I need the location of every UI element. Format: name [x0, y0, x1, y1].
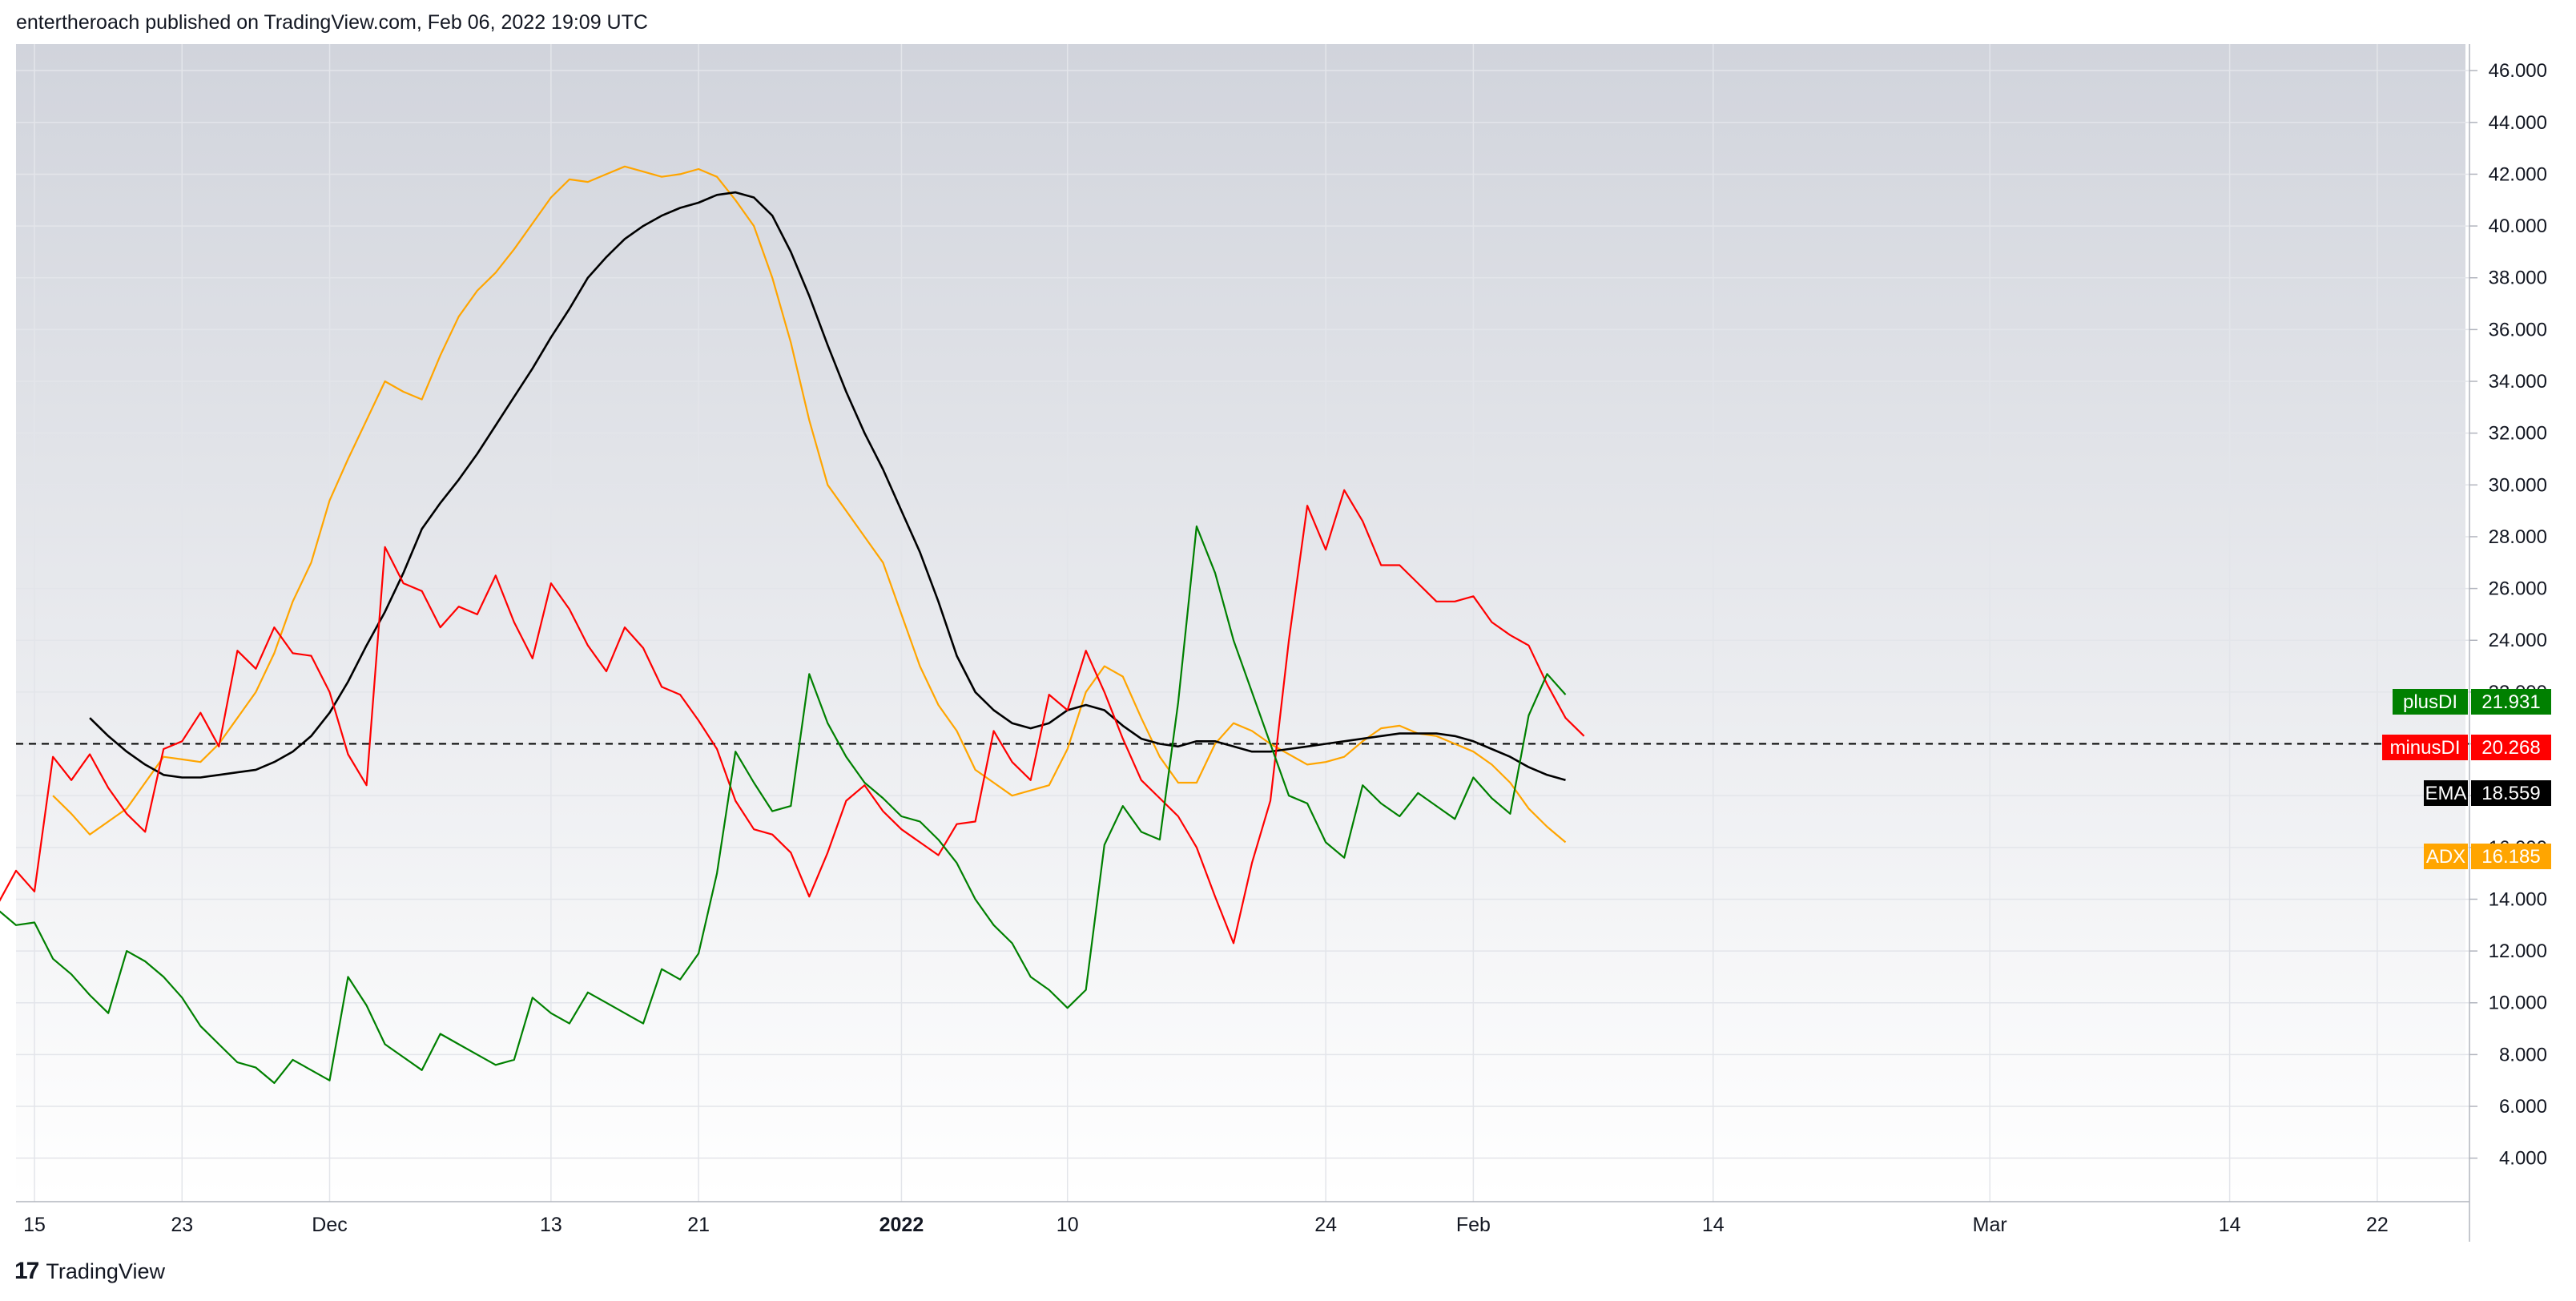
attribution-text: entertheroach published on TradingView.c… [16, 11, 648, 34]
time-tick-label: 13 [540, 1214, 562, 1236]
time-tick-label: 14 [2219, 1214, 2241, 1236]
price-tick-label: 6.000 [2499, 1096, 2547, 1118]
series-line-plusDI [0, 525, 1567, 1085]
time-tick-label: Dec [312, 1214, 347, 1236]
price-tick-label: 12.000 [2489, 941, 2547, 962]
series-badges: plusDI 21.931 minusDI 20.268 EMA 18.559 ADX 16.… [2382, 689, 2551, 869]
tradingview-footer[interactable]: 17 TradingView [14, 1258, 165, 1285]
time-tick-label: Feb [1456, 1214, 1491, 1236]
time-tick-label: 21 [687, 1214, 710, 1236]
price-tick-label: 14.000 [2489, 888, 2547, 910]
price-tick-label: 30.000 [2489, 474, 2547, 496]
badge-value-EMA [2471, 780, 2551, 806]
time-tick-label: 2022 [879, 1214, 924, 1236]
badge-name-minusDI [2382, 735, 2468, 760]
price-tick-label: 26.000 [2489, 578, 2547, 600]
badge-name-text: minusDI [2389, 737, 2460, 759]
price-tick-label: 4.000 [2499, 1148, 2547, 1170]
time-tick-label: 22 [2366, 1214, 2389, 1236]
tradingview-logo-icon: 17 [14, 1258, 39, 1284]
price-tick-label: 44.000 [2489, 112, 2547, 134]
badge-value-text: 20.268 [2481, 737, 2540, 759]
time-tick-label: 15 [23, 1214, 46, 1236]
time-tick-label: 14 [1702, 1214, 1725, 1236]
time-tick-label: 10 [1057, 1214, 1079, 1236]
series-line-minusDI [0, 489, 1585, 945]
badge-name-text: EMA [2425, 783, 2466, 804]
series-line-ADX [52, 165, 1567, 844]
badge-name-ADX [2424, 844, 2468, 869]
badge-name-text: ADX [2426, 846, 2465, 868]
plot-background [16, 44, 2465, 1198]
badge-value-text: 16.185 [2481, 846, 2540, 868]
series-line-EMA [89, 191, 1566, 782]
badge-value-text: 18.559 [2481, 783, 2540, 804]
price-tick-label: 28.000 [2489, 526, 2547, 548]
badge-name-text: plusDI [2403, 691, 2457, 713]
badge-name-plusDI [2393, 689, 2468, 715]
time-tick-label: 23 [171, 1214, 193, 1236]
price-axis[interactable]: 4.0006.0008.00010.00012.00014.00016.0001… [2469, 60, 2547, 1170]
time-tick-label: 24 [1314, 1214, 1337, 1236]
price-tick-label: 8.000 [2499, 1044, 2547, 1065]
time-axis[interactable]: 15 23 Dec 13 21 2022 10 24 Feb 14 Mar 14 22 [23, 1214, 2389, 1236]
series-layer [0, 165, 1585, 1085]
time-tick-label: Mar [1973, 1214, 2007, 1236]
price-tick-label: 40.000 [2489, 215, 2547, 237]
price-tick-label: 10.000 [2489, 993, 2547, 1014]
price-tick-label: 38.000 [2489, 268, 2547, 289]
grid [16, 44, 2469, 1202]
price-tick-label: 24.000 [2489, 630, 2547, 651]
badge-value-ADX [2471, 844, 2551, 869]
price-axis-background [2469, 44, 2576, 1198]
badge-value-minusDI [2471, 735, 2551, 760]
badge-value-plusDI [2471, 689, 2551, 715]
price-tick-label: 34.000 [2489, 371, 2547, 393]
price-tick-label: 32.000 [2489, 423, 2547, 445]
price-tick-label: 46.000 [2489, 60, 2547, 82]
tradingview-brand: TradingView [46, 1259, 165, 1283]
badge-value-text: 21.931 [2481, 691, 2540, 713]
price-tick-label: 42.000 [2489, 163, 2547, 185]
price-tick-label: 36.000 [2489, 319, 2547, 340]
badge-name-EMA [2424, 780, 2468, 806]
